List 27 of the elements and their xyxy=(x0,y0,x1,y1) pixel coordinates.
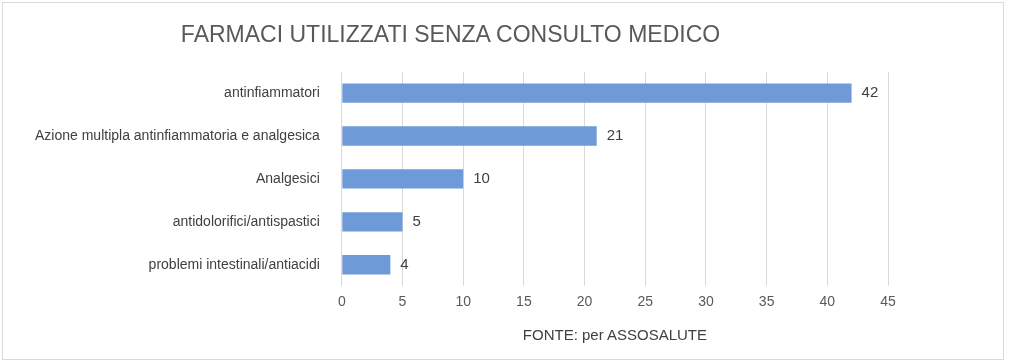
bar xyxy=(342,169,464,189)
chart-title: FARMACI UTILIZZATI SENZA CONSULTO MEDICO xyxy=(180,21,721,48)
x-axis-title: FONTE: per ASSOSALUTE xyxy=(522,326,708,344)
x-tick-label: 10 xyxy=(455,293,472,310)
data-label: 10 xyxy=(473,169,490,187)
x-tick-label: 25 xyxy=(637,293,654,310)
x-tick-label: 40 xyxy=(819,293,836,310)
x-tick-label: 20 xyxy=(576,293,593,310)
x-tick-label: 0 xyxy=(337,293,346,310)
bar xyxy=(342,83,852,103)
bar xyxy=(342,255,391,275)
y-tick-label: antinfiammatori xyxy=(224,83,320,100)
data-label: 42 xyxy=(861,83,879,101)
x-tick-label: 35 xyxy=(758,293,775,310)
x-tick-label: 30 xyxy=(698,293,714,310)
y-tick-label: Analgesici xyxy=(255,169,320,186)
bar xyxy=(342,126,597,146)
data-label: 21 xyxy=(606,126,624,144)
y-tick-label: antidolorifici/antispastici xyxy=(172,212,320,229)
x-tick-label: 5 xyxy=(398,293,407,310)
y-tick-label: Azione multipla antinfiammatoria e analgesica xyxy=(34,126,321,143)
bar xyxy=(342,212,403,232)
data-label: 5 xyxy=(412,211,421,229)
y-tick-label: problemi intestinali/antiacidi xyxy=(148,255,320,272)
x-tick-label: 45 xyxy=(880,293,896,310)
x-tick-label: 15 xyxy=(516,293,532,310)
data-label: 4 xyxy=(400,254,409,272)
